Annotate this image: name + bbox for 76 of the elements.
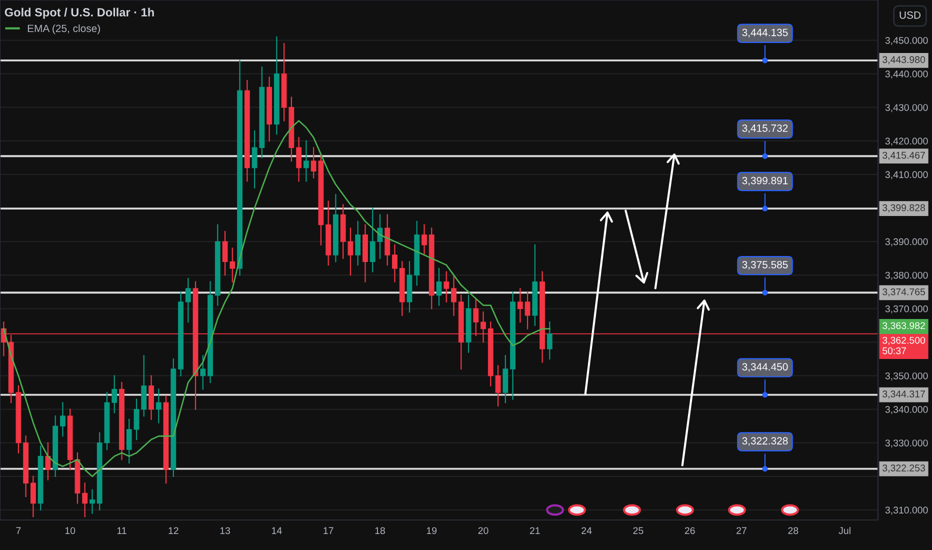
candlestick <box>517 288 523 323</box>
x-tick-label: Jul <box>838 526 850 534</box>
candlestick <box>355 220 361 266</box>
x-tick-label: 20 <box>478 527 488 534</box>
y-tick-label: 3,430.000 <box>885 104 928 112</box>
annotation: 3,415.732 <box>742 124 788 134</box>
ref-line-label: 3,374.765 <box>882 288 926 296</box>
ref-line-label: 3,322.253 <box>882 464 925 473</box>
ref-line-label: 3,362.500 50:37 <box>882 336 926 354</box>
y-tick-label: 3,410.000 <box>885 171 928 180</box>
annotation: 3,322.328 <box>742 437 788 446</box>
x-tick-label: 10 <box>65 527 76 534</box>
annotation: 3,444.135 <box>742 28 788 38</box>
candlestick <box>230 248 236 282</box>
candlestick <box>148 375 154 420</box>
candlestick <box>82 482 88 518</box>
candlestick <box>348 228 354 276</box>
candlestick <box>451 274 456 316</box>
candlestick <box>60 402 66 437</box>
candlestick <box>185 278 191 323</box>
x-tick-label: 26 <box>684 527 695 534</box>
candlestick <box>436 268 442 306</box>
candlestick <box>90 489 95 514</box>
text: Gold Spot / U.S. Dollar · 1h <box>4 8 154 19</box>
candlestick <box>134 398 140 440</box>
y-tick-label: 3,310.000 <box>885 506 928 515</box>
annotation: 3,375.585 <box>742 261 788 270</box>
candlestick <box>495 365 501 406</box>
candlestick <box>296 136 302 182</box>
candlestick <box>45 442 51 480</box>
legend-label: EMA (25, close) <box>28 24 100 34</box>
candlestick <box>524 291 530 330</box>
candlestick <box>303 140 309 182</box>
y-tick-label: 3,340.000 <box>885 406 928 414</box>
y-tick-label: 3,440.000 <box>885 70 928 79</box>
candlestick <box>444 271 450 302</box>
x-tick-label: 12 <box>168 527 178 534</box>
x-tick-label: 19 <box>426 527 437 534</box>
x-tick-label: 13 <box>220 527 230 534</box>
y-tick-label: 3,390.000 <box>885 238 928 246</box>
x-tick-label: 28 <box>788 527 798 534</box>
x-tick-label: 14 <box>272 527 282 534</box>
candlestick <box>502 355 508 404</box>
x-tick-label: 17 <box>324 527 334 534</box>
candlestick <box>156 388 162 424</box>
y-tick-label: 3,380.000 <box>885 272 928 280</box>
candlestick <box>30 476 36 518</box>
candlestick <box>126 418 132 464</box>
x-tick-label: 27 <box>736 527 746 534</box>
x-tick-label: 25 <box>633 527 644 534</box>
y-tick-label: 3,420.000 <box>885 138 928 146</box>
x-tick-label: 21 <box>530 527 540 534</box>
candlestick <box>141 355 147 417</box>
x-tick-label: 18 <box>375 527 385 534</box>
ref-line-label: 3,443.980 <box>882 56 926 64</box>
text: 3,363.982 <box>882 322 925 330</box>
candlestick <box>392 244 398 282</box>
candlestick <box>222 230 228 276</box>
x-tick-label: 11 <box>117 527 126 534</box>
candlestick <box>112 375 118 414</box>
ref-line-label: 3,344.317 <box>882 390 925 399</box>
ref-line-label: 3,415.467 <box>882 152 925 160</box>
candlestick <box>370 207 376 272</box>
y-tick-label: 3,370.000 <box>885 305 928 314</box>
candlestick <box>546 322 552 360</box>
y-tick-label: 3,330.000 <box>885 440 928 448</box>
y-tick-label: 3,350.000 <box>885 372 928 381</box>
annotation: 3,344.450 <box>742 363 788 372</box>
annotation: 3,399.891 <box>742 176 788 186</box>
y-tick-label: 3,450.000 <box>885 36 928 46</box>
x-tick-label: 24 <box>582 527 592 534</box>
candlestick <box>422 224 427 256</box>
ref-line-label: 3,399.828 <box>882 204 925 212</box>
candlestick <box>200 355 206 390</box>
y-axis-title: USD <box>900 11 920 19</box>
x-tick-label: 7 <box>16 527 21 534</box>
